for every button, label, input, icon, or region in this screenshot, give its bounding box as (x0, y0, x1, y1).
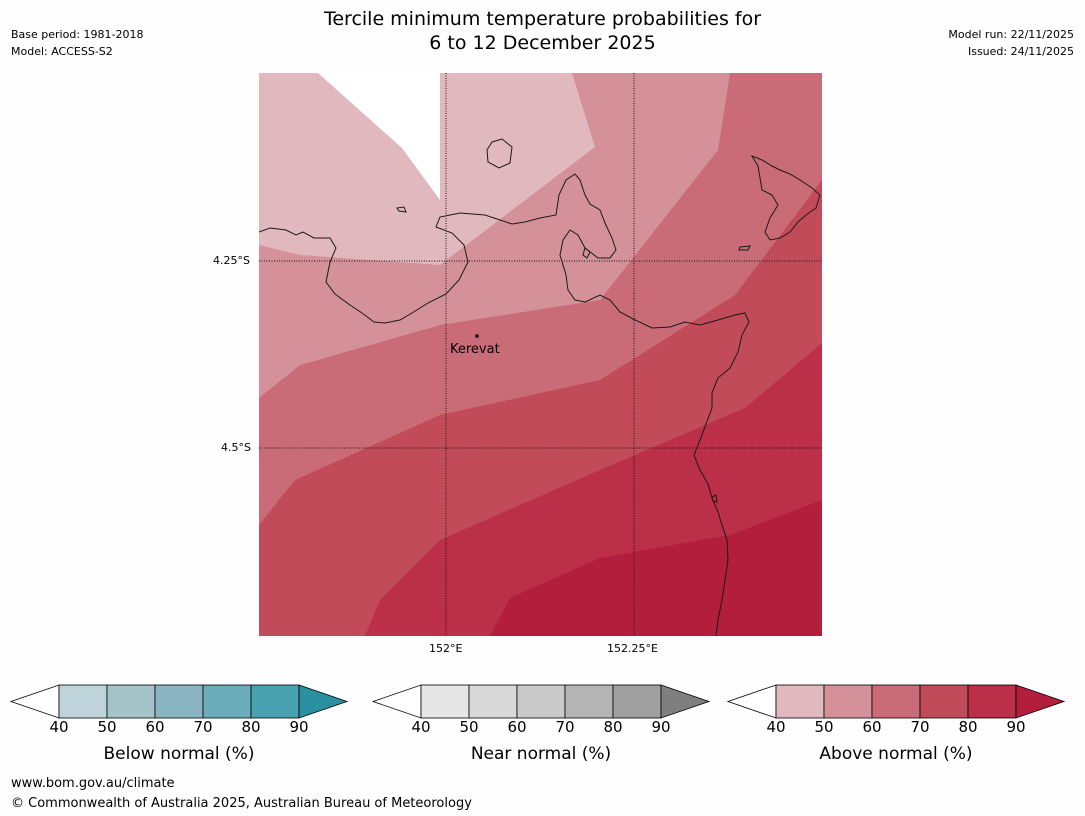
colorbar-below-cell (154, 684, 204, 719)
colorbar-above-tick: 80 (958, 718, 978, 736)
colorbar-below-tick: 50 (97, 718, 117, 736)
islet (396, 206, 407, 213)
colorbar-above-cell (967, 684, 1017, 719)
place-label-kerevat: Kerevat (450, 342, 500, 357)
footer-copyright: © Commonwealth of Australia 2025, Austra… (11, 796, 472, 811)
colorbar-above-cell (871, 684, 921, 719)
island-northeast (750, 154, 821, 241)
islet-east (738, 245, 751, 251)
lat-label-4.5: 4.5°S (221, 441, 251, 454)
colorbar-above-under-arrow (726, 684, 777, 719)
kerevat-marker (475, 334, 479, 338)
model-name: Model: ACCESS-S2 (11, 45, 113, 58)
colorbar-below-under-arrow (9, 684, 60, 719)
map-title: Tercile minimum temperature probabilitie… (200, 7, 885, 55)
colorbar-below (9, 684, 349, 719)
footer: www.bom.gov.au/climate © Commonwealth of… (11, 774, 472, 814)
lon-label-152: 152°E (429, 642, 463, 655)
base-period: Base period: 1981-2018 (11, 28, 144, 41)
colorbar-below-title: Below normal (%) (103, 744, 255, 764)
colorbar-below-over-arrow (298, 684, 349, 719)
colorbars (9, 684, 1066, 719)
meta-right: Model run: 22/11/2025 Issued: 24/11/2025 (948, 26, 1074, 60)
colorbar-above-cell (823, 684, 873, 719)
islet-river (711, 494, 718, 503)
colorbar-below-tick: 40 (49, 718, 69, 736)
colorbar-below-tick: 80 (241, 718, 261, 736)
colorbar-above-tick: 40 (766, 718, 786, 736)
colorbar-near-title: Near normal (%) (470, 744, 612, 764)
island-north (486, 138, 513, 169)
colorbar-above-tick: 60 (862, 718, 882, 736)
colorbar-above-tick: 50 (814, 718, 834, 736)
colorbar-near-cell (468, 684, 518, 719)
colorbar-near-cell (516, 684, 566, 719)
colorbar-above-tick: 90 (1006, 718, 1026, 736)
colorbar-near-under-arrow (371, 684, 422, 719)
islet-bay (582, 247, 591, 259)
colorbar-below-tick: 90 (289, 718, 309, 736)
title-line-2: 6 to 12 December 2025 (429, 32, 656, 54)
probability-zones (259, 73, 822, 636)
colorbar-near-tick: 80 (603, 718, 623, 736)
coastline-main (259, 173, 750, 636)
colorbar-below-cell (202, 684, 252, 719)
footer-url[interactable]: www.bom.gov.au/climate (11, 776, 175, 791)
colorbar-below-tick: 70 (193, 718, 213, 736)
colorbar-near-tick: 60 (507, 718, 527, 736)
colorbar-near-cell (420, 684, 470, 719)
meta-left: Base period: 1981-2018 Model: ACCESS-S2 (11, 26, 143, 60)
coastline (259, 138, 821, 636)
colorbar-near-tick: 40 (411, 718, 431, 736)
colorbar-near-cell (612, 684, 662, 719)
colorbar-above-cell (775, 684, 825, 719)
issued-date: Issued: 24/11/2025 (967, 45, 1074, 58)
colorbar-near-cell (564, 684, 614, 719)
colorbar-above-tick: 70 (910, 718, 930, 736)
colorbar-below-tick: 60 (145, 718, 165, 736)
model-run: Model run: 22/11/2025 (948, 28, 1074, 41)
colorbar-above-over-arrow (1015, 684, 1066, 719)
colorbar-above-cell (919, 684, 969, 719)
lat-label-4.25: 4.25°S (213, 254, 250, 267)
no-data-region (318, 73, 440, 200)
colorbar-above-title: Above normal (%) (819, 744, 973, 764)
colorbar-near (371, 684, 711, 719)
colorbar-below-cell (106, 684, 156, 719)
colorbar-near-tick: 90 (651, 718, 671, 736)
colorbar-above (726, 684, 1066, 719)
title-line-1: Tercile minimum temperature probabilitie… (323, 8, 762, 30)
colorbar-near-tick: 50 (459, 718, 479, 736)
colorbar-near-over-arrow (660, 684, 711, 719)
colorbar-near-tick: 70 (555, 718, 575, 736)
lon-label-152.25: 152.25°E (607, 642, 658, 655)
colorbar-below-cell (58, 684, 108, 719)
colorbar-below-cell (250, 684, 300, 719)
